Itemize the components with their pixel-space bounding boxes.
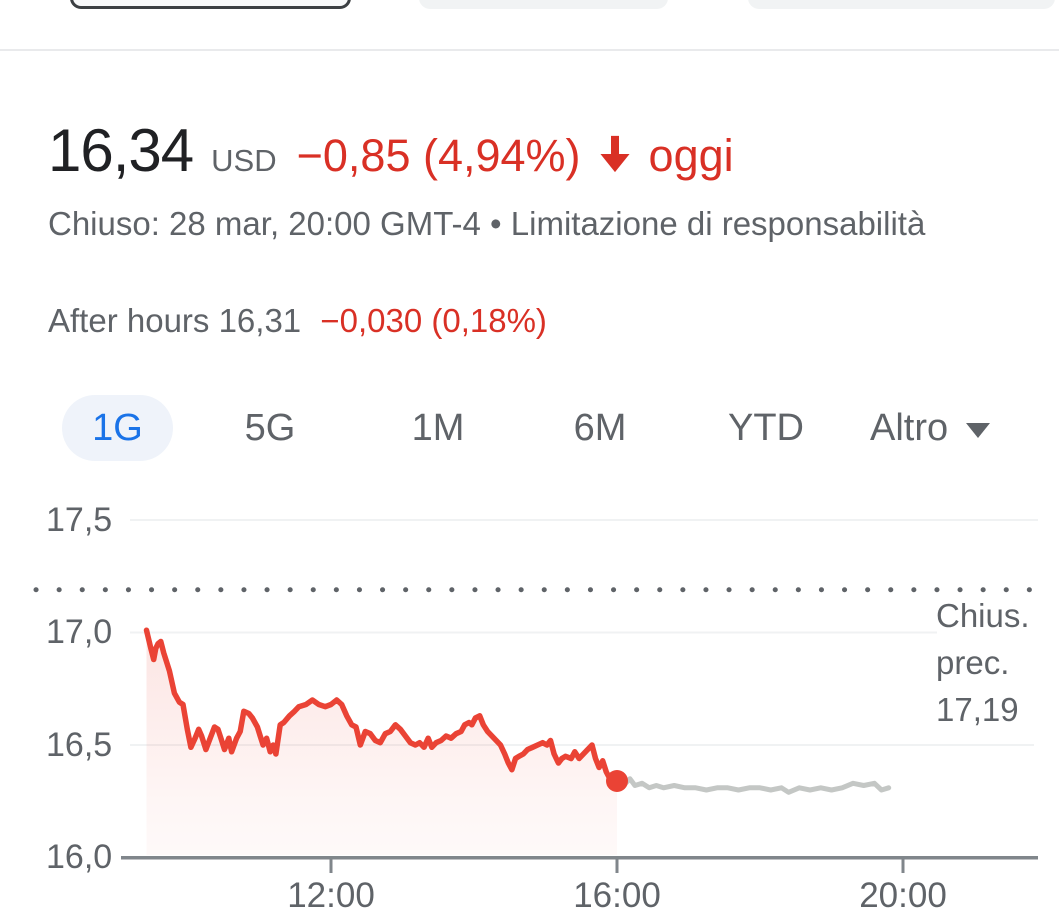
inactive-browser-tab-1[interactable] [419,0,668,9]
price-change: −0,85 (4,94%) [296,130,581,181]
change-period: oggi [648,130,734,181]
last-price-marker [606,770,628,792]
range-tab-5g[interactable]: 5G [244,407,296,449]
caret-down-icon [966,422,991,438]
current-price: 16,34 [48,117,194,184]
y-axis-label-16-5: 16,5 [46,726,113,764]
y-axis-label-17-5: 17,5 [46,501,113,539]
range-tab-1g[interactable]: 1G [62,395,173,461]
disclaimer-link[interactable]: Limitazione di responsabilità [510,205,926,242]
range-tab-1m[interactable]: 1M [411,407,465,449]
after-hours-row: After hours 16,31 −0,030 (0,18%) [48,297,547,345]
x-axis-label-20-00: 20:00 [859,876,947,915]
down-arrow-icon [593,134,637,179]
after-hours-text: After hours 16,31 [48,302,302,339]
range-tab-altro-label: Altro [870,407,949,449]
price-row: 16,34 USD −0,85 (4,94%) oggi [48,116,734,185]
y-axis-label-16-0: 16,0 [46,838,113,876]
market-status-text: Chiuso: 28 mar, 20:00 GMT-4 • [48,205,511,242]
prev-close-label: Chius. prec. 17,19 [936,597,1030,728]
range-tab-ytd[interactable]: YTD [728,407,804,449]
y-axis-label-17-0: 17,0 [46,613,113,651]
market-status-line: Chiuso: 28 mar, 20:00 GMT-4 • Limitazion… [48,200,943,248]
x-axis-label-12-00: 12:00 [287,876,375,915]
inactive-browser-tab-2[interactable] [748,0,1055,9]
after-hours-change: −0,030 (0,18%) [320,302,547,339]
range-tab-altro[interactable]: Altro [870,395,1040,461]
currency-label: USD [211,143,277,178]
header-divider [0,49,1059,51]
range-tab-6m[interactable]: 6M [573,407,627,449]
x-axis-label-16-00: 16:00 [573,876,661,915]
